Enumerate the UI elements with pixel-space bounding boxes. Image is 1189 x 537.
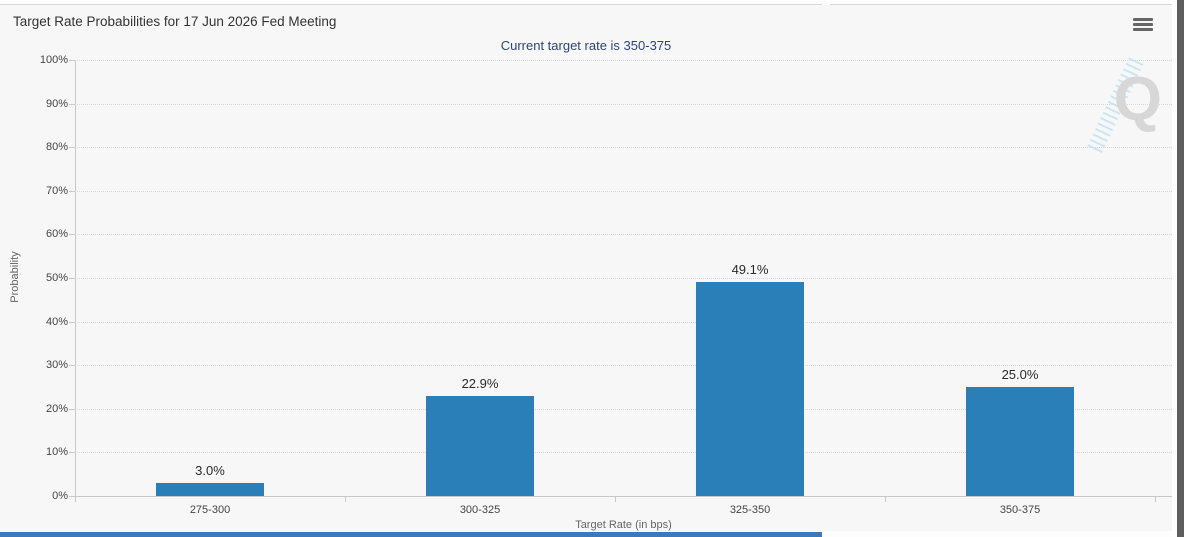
y-gridline (75, 103, 1172, 105)
plot-area: 3.0% 22.9% 49.1% 25.0% (75, 60, 1172, 496)
y-axis-tick-label: 80% (45, 141, 68, 154)
y-gridline (75, 278, 1172, 279)
y-axis-tick-label: 100% (39, 54, 68, 66)
y-axis-tick-label: 90% (45, 97, 68, 110)
y-gridline (75, 452, 1172, 454)
y-axis-tick (69, 321, 75, 323)
probability-bar[interactable] (696, 281, 804, 496)
y-gridline (75, 321, 1172, 323)
x-axis-line (75, 496, 1172, 497)
y-axis-tick-label: 70% (45, 184, 68, 197)
y-gridline (75, 365, 1172, 367)
x-axis-tick (1155, 497, 1156, 502)
y-axis-tick (69, 234, 75, 236)
bar-data-label: 22.9% (461, 376, 499, 392)
x-axis-category-label: 350-375 (999, 504, 1041, 516)
bottom-edge-strip (0, 532, 822, 537)
y-gridline (75, 60, 1172, 61)
bar-data-label: 3.0% (195, 462, 225, 478)
y-axis-tick-label: 20% (45, 402, 68, 415)
x-axis-category-label: 275-300 (189, 504, 231, 516)
x-axis-tick (345, 497, 346, 502)
x-axis-tick (75, 497, 76, 502)
probability-bar[interactable] (156, 482, 264, 496)
y-gridline (75, 408, 1172, 410)
y-axis-tick-label: 40% (45, 315, 68, 328)
probability-bar[interactable] (426, 396, 534, 496)
vertical-scrollbar-thumb[interactable] (1177, 0, 1184, 537)
y-axis-tick (69, 452, 75, 454)
y-axis-tick-label: 10% (45, 446, 68, 459)
x-axis-tick (885, 497, 886, 502)
top-border-segment (830, 4, 1172, 5)
y-axis-tick (69, 147, 75, 149)
y-gridline (75, 147, 1172, 149)
y-axis-tick-label: 30% (45, 359, 68, 372)
y-axis-tick (69, 365, 75, 367)
y-axis-tick (69, 103, 75, 105)
y-gridline (75, 190, 1172, 192)
top-border-segment (0, 4, 822, 5)
chart-title: Target Rate Probabilities for 17 Jun 202… (13, 14, 337, 29)
y-gridline (75, 234, 1172, 236)
y-axis-tick-label: 50% (45, 272, 68, 284)
probability-bar[interactable] (966, 387, 1074, 496)
hamburger-icon[interactable] (1131, 15, 1155, 33)
bar-data-label: 49.1% (731, 261, 769, 277)
y-axis-tick (69, 408, 75, 410)
y-axis-tick (69, 190, 75, 192)
x-axis-title: Target Rate (in bps) (575, 519, 672, 531)
x-axis-tick (615, 497, 616, 502)
chart-panel: Target Rate Probabilities for 17 Jun 202… (0, 5, 1172, 537)
bar-data-label: 25.0% (1001, 367, 1039, 382)
y-axis-tick (69, 60, 75, 61)
chart-subtitle: Current target rate is 350-375 (500, 38, 672, 53)
y-axis-tick-label: 0% (52, 490, 68, 502)
vertical-scrollbar[interactable] (1172, 0, 1189, 537)
y-axis-tick (69, 496, 75, 497)
y-axis-tick (69, 278, 75, 279)
x-axis-category-label: 325-350 (729, 504, 771, 516)
y-axis-tick-label: 60% (45, 228, 68, 241)
x-axis-category-label: 300-325 (459, 504, 501, 516)
